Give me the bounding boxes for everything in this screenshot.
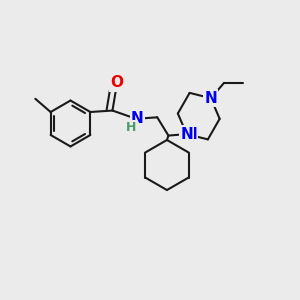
Text: N: N: [184, 127, 197, 142]
Text: N: N: [131, 111, 144, 126]
Text: N: N: [180, 127, 193, 142]
Text: H: H: [125, 121, 136, 134]
Text: N: N: [204, 91, 217, 106]
Text: O: O: [111, 75, 124, 90]
